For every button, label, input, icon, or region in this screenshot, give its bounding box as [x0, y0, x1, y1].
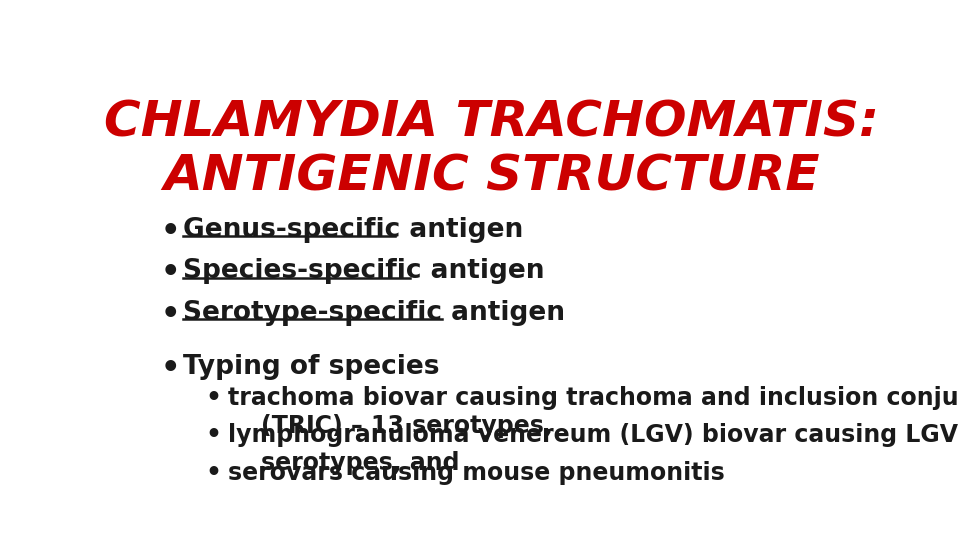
Text: Genus-specific antigen: Genus-specific antigen [183, 217, 523, 242]
Text: •: • [161, 217, 180, 246]
Text: •: • [205, 461, 222, 484]
Text: •: • [161, 300, 180, 329]
Text: •: • [205, 386, 222, 410]
Text: CHLAMYDIA TRACHOMATIS:: CHLAMYDIA TRACHOMATIS: [105, 98, 879, 146]
Text: Serotype-specific antigen: Serotype-specific antigen [183, 300, 565, 326]
Text: Species-specific antigen: Species-specific antigen [183, 258, 544, 284]
Text: Typing of species: Typing of species [183, 354, 440, 380]
Text: lymphogranuloma venereum (LGV) biovar causing LGV – 5
    serotypes, and: lymphogranuloma venereum (LGV) biovar ca… [228, 423, 960, 475]
Text: ANTIGENIC STRUCTURE: ANTIGENIC STRUCTURE [164, 152, 820, 200]
Text: •: • [161, 354, 180, 383]
Text: •: • [205, 423, 222, 447]
Text: trachoma biovar causing trachoma and inclusion conjunctivitis
    (TRIC) – 13 se: trachoma biovar causing trachoma and inc… [228, 386, 960, 437]
Text: •: • [161, 258, 180, 287]
Text: serovars causing mouse pneumonitis: serovars causing mouse pneumonitis [228, 461, 725, 484]
